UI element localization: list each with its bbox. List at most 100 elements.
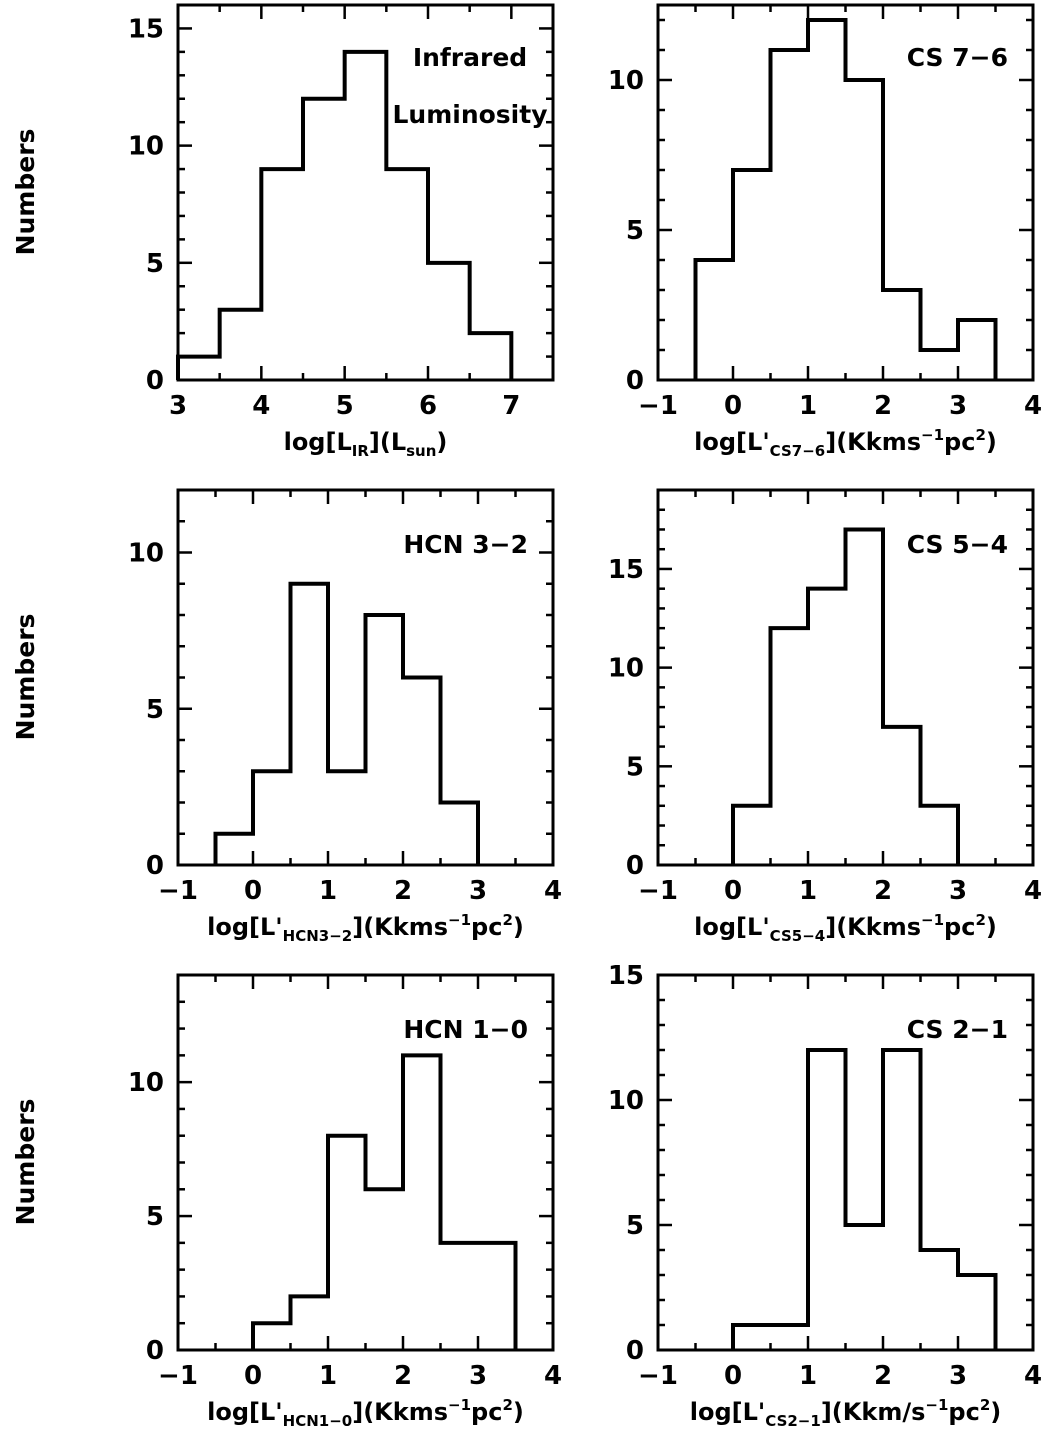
- x-tick-label: 3: [949, 876, 967, 906]
- x-tick-label: 3: [949, 391, 967, 421]
- panel-title: HCN 1−0: [403, 1015, 528, 1044]
- x-axis-label-part: ): [986, 913, 997, 941]
- histogram-bin: [883, 290, 921, 380]
- x-tick-label: −1: [638, 1361, 678, 1391]
- histogram-bars: [693, 18, 998, 380]
- histogram-bin: [178, 357, 220, 380]
- y-tick-label: 10: [608, 66, 644, 96]
- x-tick-label: 4: [252, 391, 270, 421]
- histogram-bars: [176, 49, 514, 380]
- panel-title: CS 5−4: [907, 530, 1008, 559]
- x-axis-label-part: 2: [980, 1396, 990, 1414]
- x-tick-label: 3: [469, 876, 487, 906]
- x-axis-label-part: CS2−1: [765, 1412, 821, 1430]
- histogram-bars: [251, 1053, 518, 1350]
- x-tick-label: 1: [319, 1361, 337, 1391]
- x-axis-label-part: −1: [925, 1396, 948, 1414]
- x-axis-label: log[L'CS5−4](Kkms−1pc2): [694, 911, 997, 945]
- y-axis-label-row-2: Numbers: [11, 614, 40, 741]
- x-tick-label: 5: [336, 391, 354, 421]
- panel-1: 3 4 5 6 7 0 5 10 15 Infrared Luminosity log[LIR](Ls…: [128, 3, 555, 460]
- x-axis-label: log[L'CS7−6](Kkms−1pc2): [694, 426, 997, 460]
- x-tick-label: 2: [874, 876, 892, 906]
- x-axis-label-part: −1: [921, 426, 944, 444]
- x-tick-label: 0: [724, 391, 742, 421]
- histogram-bin: [846, 529, 884, 865]
- x-axis-label-part: log[L: [284, 428, 352, 456]
- y-tick-label: 15: [608, 961, 644, 991]
- y-tick-label: 5: [146, 695, 164, 725]
- y-tick-label: 5: [146, 1202, 164, 1232]
- histogram-bin: [696, 260, 734, 380]
- histogram-bin: [771, 50, 809, 380]
- x-axis-label-part: ](L: [369, 428, 406, 456]
- x-tick-label: 3: [169, 391, 187, 421]
- x-axis-label-part: HCN1−0: [283, 1412, 353, 1430]
- histogram-bin: [771, 628, 809, 865]
- histogram-bin: [441, 803, 479, 866]
- x-axis-label-part: pc: [948, 1398, 979, 1426]
- x-axis-label-part: pc: [471, 1398, 502, 1426]
- histogram-bin: [921, 1250, 959, 1350]
- y-tick-label: 15: [608, 555, 644, 585]
- x-axis-label-part: ](Kkms: [352, 913, 448, 941]
- histogram-bin: [846, 80, 884, 380]
- x-tick-label: 2: [874, 391, 892, 421]
- x-tick-label: 2: [874, 1361, 892, 1391]
- x-tick-label: −1: [158, 876, 198, 906]
- panel-title: Luminosity: [392, 100, 547, 129]
- y-tick-label: 5: [626, 752, 644, 782]
- y-tick-label: 5: [626, 216, 644, 246]
- histogram-bin: [958, 320, 996, 380]
- x-tick-label: −1: [638, 876, 678, 906]
- histogram-bin: [403, 678, 441, 866]
- x-axis-label-part: CS5−4: [770, 927, 826, 945]
- plot-frame: [656, 488, 1035, 867]
- x-tick-label: 4: [1024, 391, 1042, 421]
- histogram-bars: [213, 581, 480, 865]
- x-axis-label-part: ): [990, 1398, 1001, 1426]
- x-axis-label-part: CS7−6: [770, 442, 826, 460]
- x-tick-label: −1: [638, 391, 678, 421]
- x-tick-label: 2: [394, 876, 412, 906]
- plot-frame: [656, 3, 1035, 382]
- histogram-bin: [470, 333, 512, 380]
- y-tick-label: 0: [146, 1336, 164, 1366]
- x-axis-label-part: ): [513, 1398, 524, 1426]
- y-tick-label: 0: [626, 851, 644, 881]
- x-axis-label-part: pc: [471, 913, 502, 941]
- x-tick-label: 3: [949, 1361, 967, 1391]
- x-axis-label: log[LIR](Lsun): [284, 428, 448, 460]
- x-axis-label-part: −1: [448, 911, 471, 929]
- x-axis-label-part: log[L': [694, 428, 770, 456]
- x-axis-label-part: pc: [944, 428, 975, 456]
- histogram-bin: [883, 727, 921, 865]
- histogram-bars: [731, 527, 960, 865]
- x-tick-label: −1: [158, 1361, 198, 1391]
- x-axis-label-part: log[L': [694, 913, 770, 941]
- histogram-bin: [261, 169, 303, 380]
- x-tick-label: 2: [394, 1361, 412, 1391]
- y-tick-label: 10: [128, 1068, 164, 1098]
- x-axis-label-part: 2: [502, 911, 512, 929]
- histogram-bin: [403, 1055, 441, 1350]
- histogram-bin: [220, 310, 262, 380]
- panel-title: Infrared: [413, 43, 527, 72]
- plot-frame: [176, 973, 555, 1352]
- plot-frame: [176, 488, 555, 867]
- histogram-bin: [253, 771, 291, 865]
- histogram-bin: [345, 52, 387, 380]
- x-axis-label-part: pc: [944, 913, 975, 941]
- histogram-bin: [253, 1323, 291, 1350]
- x-axis-label-part: log[L': [207, 913, 283, 941]
- x-tick-label: 0: [244, 876, 262, 906]
- histogram-bin: [478, 1243, 516, 1350]
- histogram-bin: [366, 1189, 404, 1350]
- y-tick-label: 0: [626, 1336, 644, 1366]
- histogram-bin: [291, 584, 329, 865]
- histogram-bin: [846, 1225, 884, 1350]
- panel-title: CS 7−6: [907, 43, 1008, 72]
